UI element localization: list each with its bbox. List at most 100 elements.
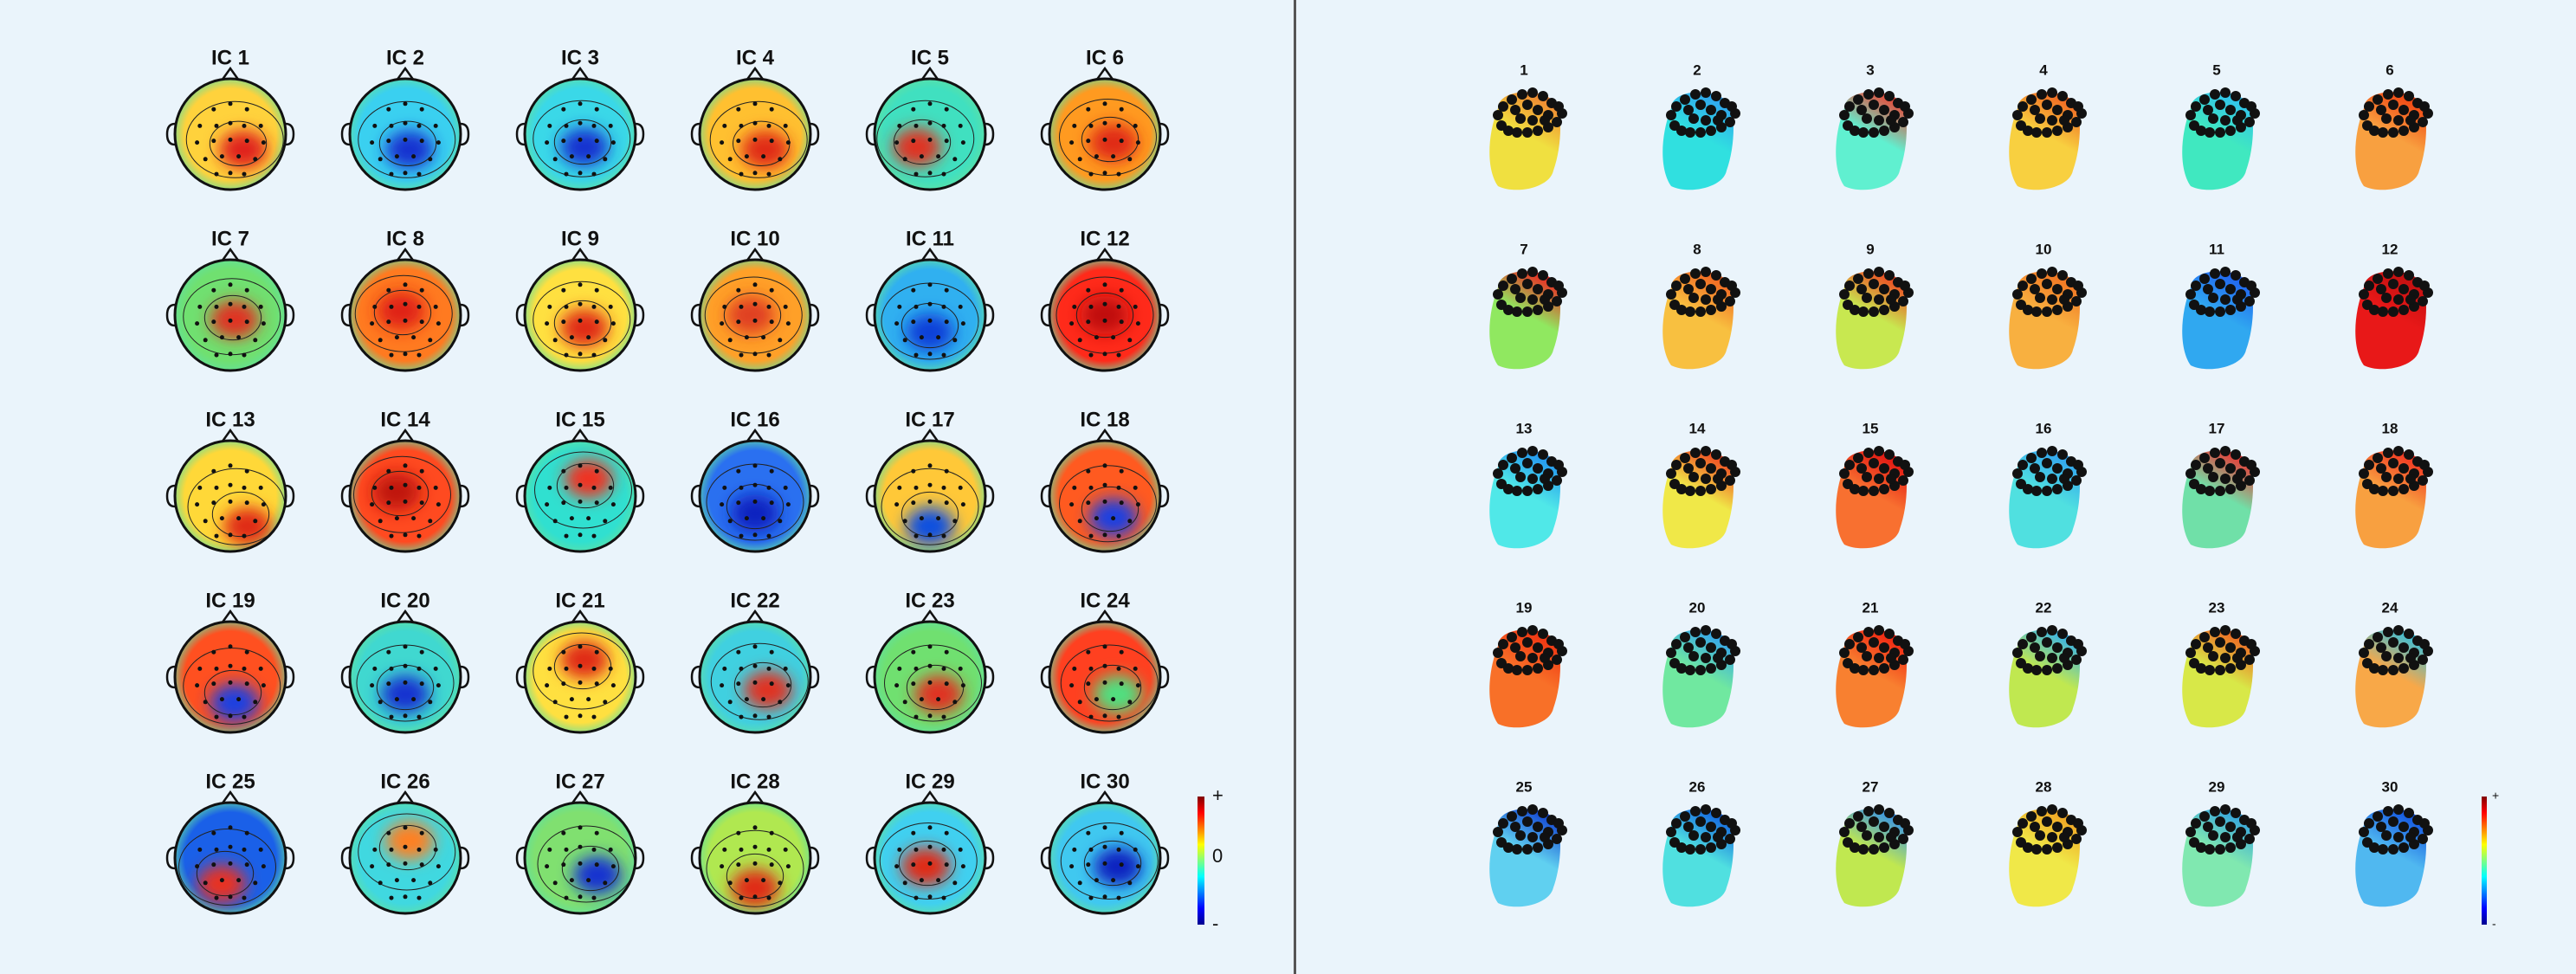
electrode (1701, 804, 1711, 815)
electrode (1856, 822, 1867, 832)
electrode (2369, 484, 2379, 494)
electrode (608, 123, 613, 128)
electrode (2398, 842, 2409, 853)
electrode (897, 485, 902, 490)
electrode (1102, 663, 1107, 668)
electrode (1553, 281, 1564, 291)
electrode (2047, 115, 2057, 126)
electrode (578, 120, 583, 126)
electrode (1515, 293, 1526, 303)
electrode (1725, 834, 1735, 844)
head-outline (698, 77, 812, 191)
electrode (2057, 270, 2068, 281)
electrode (2073, 101, 2083, 112)
electrode (727, 157, 733, 162)
window-divider (1294, 0, 1296, 974)
electrode (1540, 115, 1550, 126)
electrode (1869, 816, 1879, 827)
electrode (752, 499, 758, 504)
electrode (1701, 653, 1711, 663)
electrode (1102, 844, 1107, 849)
electrode (1711, 808, 1721, 818)
electrode (419, 468, 424, 474)
electrode (1683, 284, 1694, 294)
electrode (242, 123, 247, 128)
electrode (1858, 127, 1869, 138)
electrode (386, 106, 391, 112)
electrode (261, 502, 266, 507)
electrode (594, 649, 599, 655)
electrode (766, 171, 772, 177)
electrode (2203, 105, 2213, 115)
activation-blob (731, 869, 779, 907)
electrode (927, 101, 933, 106)
ear (165, 303, 176, 327)
electrode (244, 287, 249, 293)
electrode (722, 666, 727, 671)
electrode (608, 485, 613, 490)
electrode (2191, 639, 2201, 649)
electrode (1119, 681, 1124, 687)
electrode (2026, 453, 2037, 463)
electrode (578, 318, 583, 323)
head-outline (1048, 258, 1162, 372)
electrode (416, 171, 422, 177)
electrode (564, 123, 569, 128)
electrode (766, 847, 772, 852)
electrode (1879, 842, 1889, 853)
electrode (228, 663, 233, 668)
electrode (433, 123, 438, 128)
electrode (1088, 123, 1094, 128)
electrode (1116, 485, 1121, 490)
electrode (569, 516, 574, 521)
electrode (1116, 533, 1121, 539)
contour-line (533, 281, 631, 358)
head-outline (348, 439, 462, 553)
electrode (2376, 105, 2386, 115)
electrode (1522, 637, 1533, 648)
contour-line (203, 669, 262, 716)
electrode (1116, 123, 1121, 128)
electrode (1094, 154, 1099, 159)
nose (1094, 247, 1115, 262)
head-outline (348, 620, 462, 734)
electrode (1133, 304, 1138, 309)
electrode (1680, 453, 1690, 463)
headplot-label: 8 (1693, 241, 1701, 257)
electrode (2215, 844, 2225, 855)
electrode (1088, 352, 1094, 358)
electrode (591, 123, 597, 128)
headplot-label: 1 (1520, 61, 1527, 78)
electrode (1884, 629, 1895, 639)
electrode (1527, 625, 1538, 635)
electrode (2205, 306, 2215, 317)
electrode (1853, 632, 1863, 642)
electrode (370, 140, 375, 145)
topoplot (700, 622, 810, 732)
electrode (586, 516, 591, 521)
ear (460, 846, 470, 870)
activation-blob (560, 641, 609, 679)
electrode (914, 895, 919, 900)
electrode (419, 500, 424, 506)
electrode (1527, 87, 1538, 98)
ear (165, 122, 176, 146)
electrode (242, 485, 247, 490)
electrode (610, 864, 616, 869)
contour-line (709, 100, 808, 178)
electrode (1706, 663, 1716, 674)
headplot-label: 16 (2036, 420, 2052, 436)
electrode (1713, 115, 1723, 126)
electrode (403, 894, 408, 900)
electrode (2059, 294, 2069, 305)
electrode (2381, 113, 2392, 124)
electrode (219, 154, 224, 159)
electrode (894, 683, 900, 688)
electrode (1088, 485, 1094, 490)
electrode (228, 680, 233, 685)
electrode (195, 864, 200, 869)
electrode (2405, 294, 2416, 305)
electrode (2393, 294, 2404, 305)
electrode (1853, 811, 1863, 822)
ear (340, 665, 351, 689)
